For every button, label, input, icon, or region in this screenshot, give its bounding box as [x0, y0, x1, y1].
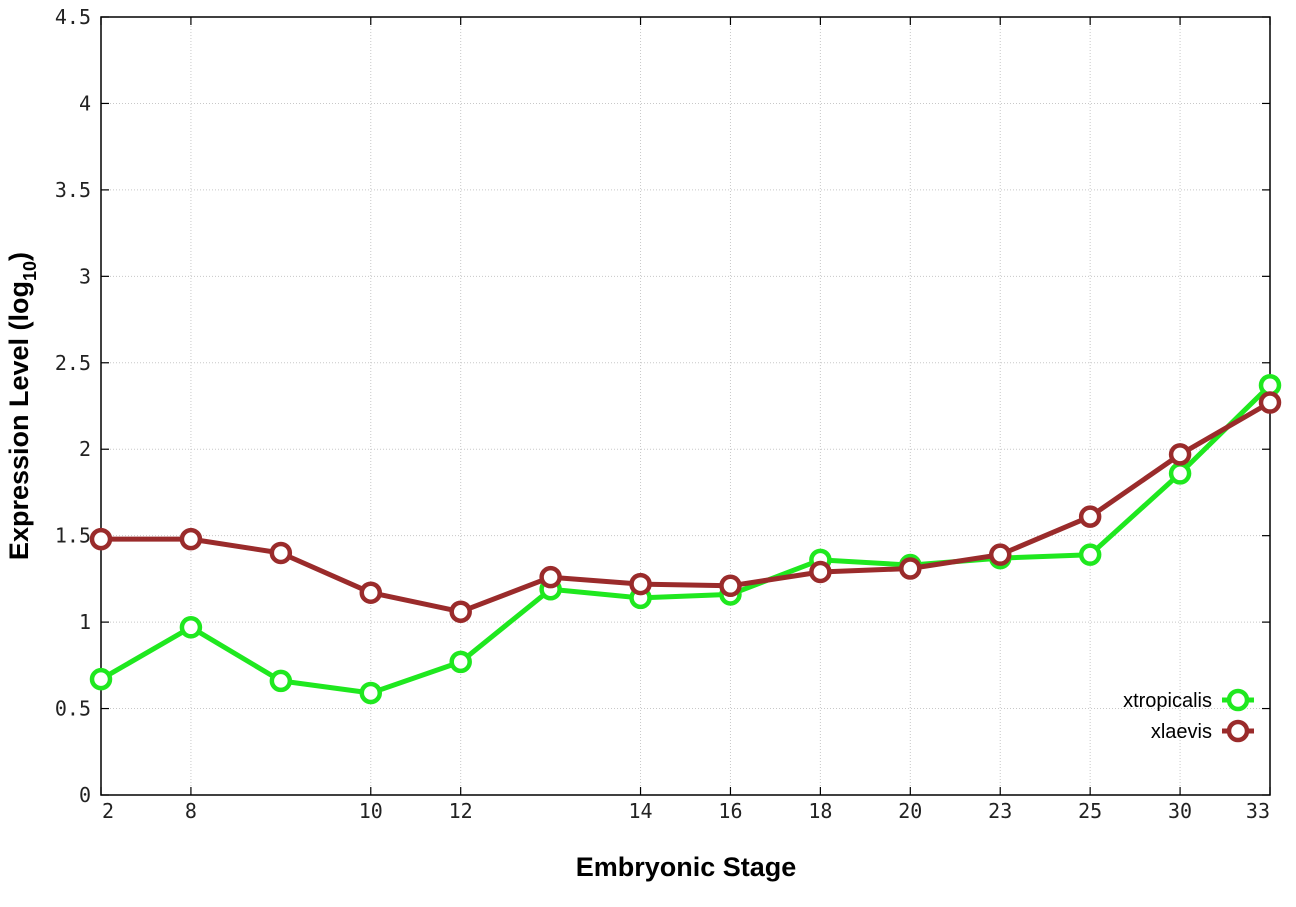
data-point-xlaevis [269, 541, 293, 565]
x-tick-label: 20 [898, 799, 922, 823]
y-tick-label: 0 [79, 783, 91, 807]
series-group [89, 374, 1282, 705]
data-point-xtropicalis [269, 669, 293, 693]
data-point-xtropicalis [449, 650, 472, 674]
x-tick-label: 33 [1246, 799, 1270, 823]
legend-marker-xlaevis [1226, 719, 1250, 743]
data-point-xtropicalis [359, 681, 383, 705]
data-point-xtropicalis [89, 667, 113, 691]
y-tick-label: 4 [79, 91, 91, 115]
legend-entry-xlaevis: xlaevis [1151, 719, 1254, 743]
data-point-xlaevis [899, 557, 922, 580]
x-tick-label: 10 [359, 799, 383, 823]
x-tick-label: 16 [718, 799, 742, 823]
data-point-xlaevis [719, 574, 742, 598]
legend-label-xtropicalis: xtropicalis [1123, 690, 1212, 712]
y-tick-label: 1 [79, 610, 91, 634]
data-point-xlaevis [809, 560, 832, 584]
y-axis-title-main: Expression Level (log [4, 281, 34, 560]
y-tick-label: 3.5 [55, 178, 91, 202]
x-tick-label: 25 [1078, 799, 1102, 823]
series-line-xlaevis [101, 400, 1272, 615]
y-tick-label: 3 [79, 264, 91, 288]
y-axis-title-subscript: 10 [20, 261, 40, 281]
y-tick-label: 4.5 [55, 5, 91, 29]
data-point-xtropicalis [179, 616, 203, 639]
x-tick-label: 14 [628, 799, 652, 823]
axis-ticks: 0 0.5 1 1.5 2 2.5 3 3.5 4 4.5 2 8 10 12 14 16 18 20 23 25 30… [55, 5, 1271, 823]
data-point-xlaevis [179, 527, 203, 551]
data-point-xtropicalis [1078, 543, 1102, 566]
y-tick-label: 0.5 [55, 697, 91, 721]
x-tick-label: 12 [449, 799, 473, 823]
legend-marker-xtropicalis [1226, 688, 1250, 712]
data-point-xlaevis [539, 565, 562, 589]
data-point-xtropicalis [1168, 462, 1192, 485]
x-tick-label: 18 [808, 799, 832, 823]
y-tick-label: 1.5 [55, 524, 91, 548]
data-point-xlaevis [359, 581, 383, 604]
series-xtropicalis [89, 374, 1282, 705]
y-tick-label: 2.5 [55, 351, 91, 375]
data-point-xlaevis [988, 543, 1012, 566]
data-point-xlaevis [449, 600, 472, 623]
series-xlaevis [89, 391, 1282, 623]
y-axis-title-close: ) [4, 252, 34, 261]
x-tick-label: 2 [102, 799, 114, 823]
y-tick-label: 2 [79, 437, 91, 461]
data-point-xlaevis [1078, 505, 1102, 528]
y-axis-title: Expression Level (log10) [4, 252, 40, 560]
x-tick-label: 8 [185, 799, 197, 823]
data-point-xlaevis [89, 527, 113, 551]
x-tick-label: 23 [988, 799, 1012, 823]
data-point-xlaevis [1168, 443, 1192, 466]
data-point-xlaevis [629, 572, 652, 596]
legend-label-xlaevis: xlaevis [1151, 721, 1212, 743]
x-tick-label: 30 [1168, 799, 1192, 823]
x-axis-title: Embryonic Stage [576, 852, 797, 882]
grid [101, 17, 1270, 795]
legend: xtropicalis xlaevis [1123, 688, 1254, 743]
series-line-xtropicalis [99, 383, 1272, 696]
data-point-xlaevis [1258, 391, 1282, 414]
legend-entry-xtropicalis: xtropicalis [1123, 688, 1254, 712]
